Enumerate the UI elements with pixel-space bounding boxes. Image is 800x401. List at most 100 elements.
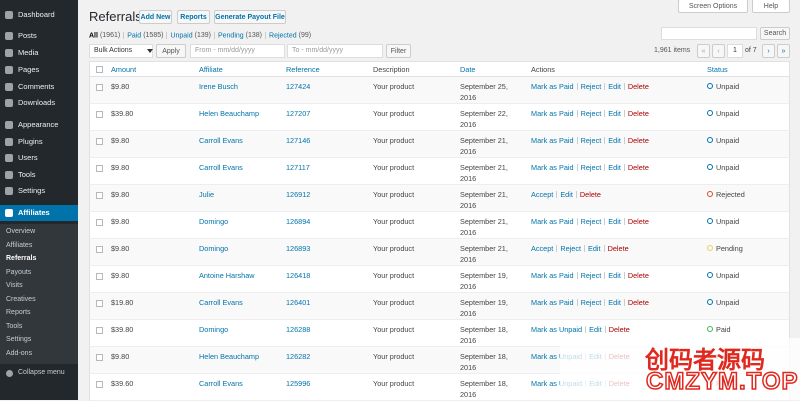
submenu-item[interactable]: Payouts [6, 268, 32, 276]
row-action[interactable]: Edit [604, 164, 624, 171]
submenu-item[interactable]: Visits [6, 282, 23, 289]
row-action[interactable]: Reject [576, 83, 605, 90]
row-action[interactable]: Accept [531, 190, 554, 199]
menu-item[interactable]: Tools [0, 167, 78, 183]
affiliate-link[interactable]: Julie [199, 190, 215, 199]
menu-item[interactable]: Settings [0, 183, 78, 199]
row-action[interactable]: Delete [623, 83, 652, 90]
reference-link[interactable]: 126282 [286, 352, 311, 361]
menu-item[interactable]: Plugins [0, 134, 78, 150]
row-checkbox[interactable] [96, 327, 103, 334]
search-input[interactable] [661, 27, 757, 40]
menu-item[interactable]: Dashboard [0, 7, 78, 23]
pager-next-button[interactable]: › [762, 44, 775, 58]
submenu-item[interactable]: Reports [6, 309, 31, 316]
menu-item[interactable]: Media [0, 45, 78, 61]
row-action[interactable]: Mark as Unpaid [531, 379, 583, 388]
row-checkbox[interactable] [96, 138, 103, 145]
row-action[interactable]: Delete [623, 299, 652, 306]
filter-link[interactable]: Rejected [269, 32, 297, 40]
row-action[interactable]: Edit [584, 245, 604, 252]
reference-link[interactable]: 126418 [286, 271, 311, 280]
menu-item[interactable]: Downloads [0, 95, 78, 111]
row-action[interactable]: Mark as Paid [531, 271, 574, 280]
filter-link[interactable]: Unpaid [170, 32, 193, 40]
column-header[interactable]: Status [707, 65, 728, 74]
affiliate-link[interactable]: Domingo [199, 325, 229, 334]
submenu-item[interactable]: Affiliates [6, 241, 33, 249]
row-checkbox[interactable] [96, 192, 103, 199]
menu-item[interactable]: Pages [0, 62, 78, 78]
apply-button[interactable]: Apply [156, 44, 186, 58]
page-input[interactable]: 1 [727, 44, 743, 58]
row-action[interactable]: Mark as Paid [531, 163, 574, 172]
row-checkbox[interactable] [96, 84, 103, 91]
row-action[interactable]: Mark as Paid [531, 217, 574, 226]
row-action[interactable]: Edit [604, 299, 624, 306]
row-action[interactable]: Edit [556, 191, 576, 198]
row-action[interactable]: Mark as Unpaid [531, 325, 583, 334]
menu-item[interactable]: Appearance [0, 117, 78, 133]
row-action[interactable]: Reject [576, 218, 605, 225]
screen-options-button[interactable]: Screen Options [678, 0, 748, 13]
column-header[interactable]: Affiliate [199, 65, 223, 74]
reference-link[interactable]: 127146 [286, 136, 311, 145]
row-checkbox[interactable] [96, 381, 103, 388]
filter-link[interactable]: Pending [217, 32, 244, 40]
row-action[interactable]: Delete [604, 326, 633, 333]
menu-item[interactable]: Affiliates [0, 205, 78, 221]
reference-link[interactable]: 126401 [286, 298, 311, 307]
column-header[interactable]: Date [460, 65, 476, 74]
reference-link[interactable]: 126288 [286, 325, 311, 334]
row-action[interactable]: Edit [604, 272, 624, 279]
submenu-item[interactable]: Creatives [6, 295, 36, 303]
reference-link[interactable]: 126893 [286, 244, 311, 253]
row-checkbox[interactable] [96, 111, 103, 118]
row-action[interactable]: Delete [575, 191, 604, 198]
select-all-checkbox[interactable] [96, 66, 103, 73]
affiliate-link[interactable]: Carroll Evans [199, 163, 243, 172]
row-action[interactable]: Reject [576, 299, 605, 306]
affiliate-link[interactable]: Domingo [199, 217, 229, 226]
affiliate-link[interactable]: Antoine Harshaw [199, 271, 255, 280]
submenu-item[interactable]: Add-ons [6, 349, 33, 357]
row-action[interactable]: Edit [604, 218, 624, 225]
row-action[interactable]: Mark as Paid [531, 298, 574, 307]
filter-link[interactable]: All [89, 32, 98, 40]
pager-prev-button[interactable]: ‹ [712, 44, 725, 58]
row-action[interactable]: Reject [576, 164, 605, 171]
reference-link[interactable]: 125996 [286, 379, 311, 388]
submenu-item[interactable]: Settings [6, 336, 32, 343]
affiliate-link[interactable]: Helen Beauchamp [199, 352, 260, 361]
row-action[interactable]: Mark as Paid [531, 82, 574, 91]
row-action[interactable]: Reject [576, 110, 605, 117]
column-header[interactable]: Amount [111, 65, 137, 74]
reference-link[interactable]: 126894 [286, 217, 311, 226]
reference-link[interactable]: 127207 [286, 109, 311, 118]
affiliate-link[interactable]: Carroll Evans [199, 136, 243, 145]
column-header[interactable]: Reference [286, 65, 320, 74]
row-action[interactable]: Edit [604, 83, 624, 90]
affiliate-link[interactable]: Carroll Evans [199, 298, 243, 307]
row-action[interactable]: Delete [623, 272, 652, 279]
row-action[interactable]: Delete [623, 137, 652, 144]
row-checkbox[interactable] [96, 300, 103, 307]
row-action[interactable]: Delete [623, 218, 652, 225]
affiliate-link[interactable]: Domingo [199, 244, 229, 253]
row-action[interactable]: Edit [585, 326, 605, 333]
row-checkbox[interactable] [96, 354, 103, 361]
affiliate-link[interactable]: Helen Beauchamp [199, 109, 260, 118]
filter-button[interactable]: Filter [386, 44, 411, 58]
row-action[interactable]: Accept [531, 244, 554, 253]
to-date-input[interactable]: To - mm/dd/yyyy [287, 44, 383, 58]
from-date-input[interactable]: From - mm/dd/yyyy [190, 44, 285, 58]
submenu-item[interactable]: Referrals [6, 255, 37, 262]
menu-item[interactable]: Comments [0, 79, 78, 95]
row-action[interactable]: Delete [623, 164, 652, 171]
row-checkbox[interactable] [96, 219, 103, 226]
row-checkbox[interactable] [96, 165, 103, 172]
reference-link[interactable]: 127117 [286, 163, 310, 172]
pager-next-button[interactable]: » [777, 44, 790, 58]
submenu-item[interactable]: Tools [6, 322, 23, 330]
menu-item[interactable]: Users [0, 150, 78, 166]
